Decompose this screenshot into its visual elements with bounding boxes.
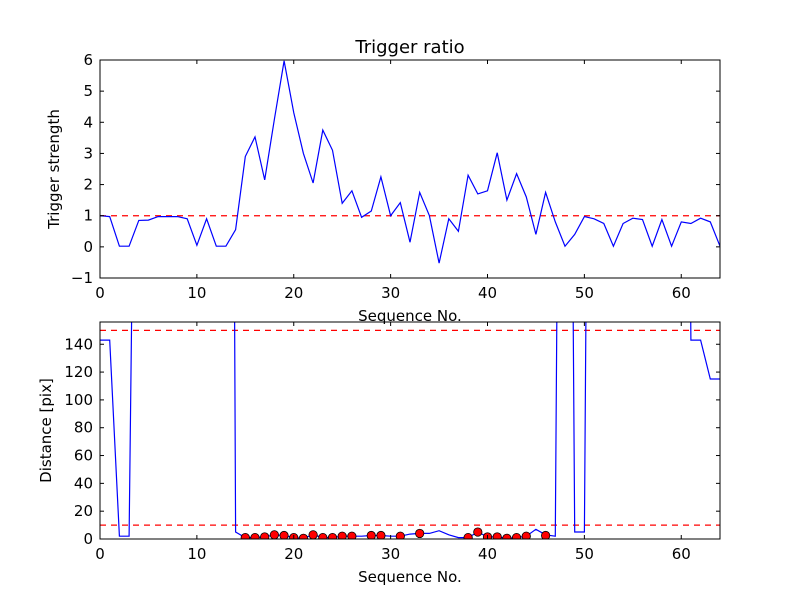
x-tick-label: 40	[478, 284, 497, 302]
x-tick-label: 0	[95, 284, 105, 302]
plot-area	[100, 60, 720, 264]
y-tick-label: 6	[83, 51, 93, 69]
x-tick-label: 0	[95, 545, 105, 563]
plot-area	[100, 322, 720, 539]
detection-point	[347, 531, 357, 539]
x-tick-label: 20	[284, 284, 303, 302]
axes-frame	[99, 59, 721, 279]
y-tick-label: 20	[74, 502, 93, 520]
distance-plot: 0 10 20 30 40 50 60 0 20 40 60 80 100 120 140 Sequence …	[37, 321, 721, 586]
y-tick-label: 0	[83, 238, 93, 256]
y-tick-label: 60	[74, 447, 93, 465]
y-tick-label: 80	[74, 419, 93, 437]
detection-point	[415, 528, 425, 539]
detection-point	[308, 530, 318, 539]
x-axis-label: Sequence No.	[358, 307, 462, 325]
y-tick-label: 1	[83, 207, 93, 225]
x-tick-label: 10	[187, 545, 206, 563]
detection-point	[511, 533, 522, 539]
x-tick-label: 30	[381, 284, 400, 302]
x-tick-label: 60	[672, 284, 691, 302]
detection-point	[376, 530, 386, 539]
y-tick-label: 4	[83, 113, 93, 131]
detection-point	[395, 531, 405, 539]
detection-point	[269, 530, 279, 539]
x-axis-label: Sequence No.	[358, 568, 462, 586]
x-tick-label: 30	[381, 545, 400, 563]
y-tick-label: 100	[64, 391, 93, 409]
y-tick-label: 0	[83, 530, 93, 548]
y-tick-label: 5	[83, 82, 93, 100]
x-tick-label: 20	[284, 545, 303, 563]
detection-point	[521, 531, 531, 539]
detection-point	[366, 530, 376, 539]
series-line-trigger-strength	[100, 60, 720, 264]
detection-point	[473, 527, 483, 537]
detection-point	[318, 533, 328, 539]
detection-point	[298, 533, 309, 539]
axes-frame	[99, 321, 721, 540]
detection-point	[541, 530, 551, 539]
y-axis-label: Distance [pix]	[37, 378, 55, 483]
y-tick-label: 120	[64, 363, 93, 381]
y-tick-label: 2	[83, 176, 93, 194]
detection-point	[463, 533, 473, 539]
y-axis-label: Trigger strength	[45, 109, 63, 230]
detection-point	[279, 530, 289, 539]
y-tick-label: −1	[71, 269, 93, 287]
x-tick-label: 10	[187, 284, 206, 302]
x-tick-label: 50	[575, 545, 594, 563]
detection-point	[337, 531, 347, 539]
detection-point	[250, 533, 260, 539]
y-tick-label: 3	[83, 144, 93, 162]
x-tick-label: 40	[478, 545, 497, 563]
x-tick-label: 60	[672, 545, 691, 563]
detection-point	[260, 532, 270, 539]
y-tick-label: 140	[64, 335, 93, 353]
x-tick-label: 50	[575, 284, 594, 302]
y-tick-label: 40	[74, 474, 93, 492]
chart-title: Trigger ratio	[354, 37, 464, 58]
detection-point	[502, 533, 512, 539]
detection-point	[327, 533, 338, 539]
detection-point	[492, 532, 502, 539]
detection-point	[240, 533, 250, 539]
